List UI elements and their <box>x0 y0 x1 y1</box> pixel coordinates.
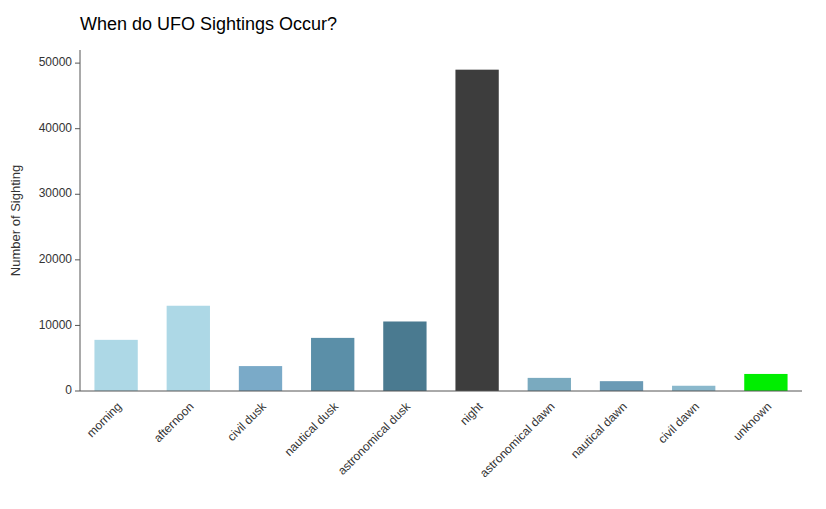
chart-title: When do UFO Sightings Occur? <box>80 14 337 34</box>
bar <box>239 366 282 391</box>
bar <box>94 340 137 391</box>
x-tick-label: morning <box>84 399 125 440</box>
bar <box>672 386 715 391</box>
x-tick-label: night <box>457 399 486 428</box>
chart-svg: 0 10000 20000 30000 40000 50000 morning afterno… <box>0 0 826 509</box>
x-tick-label: afternoon <box>151 399 197 445</box>
y-tick-label: 10000 <box>39 318 73 332</box>
axes: 0 10000 20000 30000 40000 50000 morning afterno… <box>39 50 802 480</box>
x-tick-label: unknown <box>730 399 774 443</box>
y-tick <box>75 259 80 260</box>
y-tick-label: 50000 <box>39 55 73 69</box>
y-tick <box>75 325 80 326</box>
y-tick-label: 20000 <box>39 252 73 266</box>
bar <box>455 70 498 391</box>
y-tick-label: 0 <box>65 383 72 397</box>
bar <box>311 338 354 391</box>
bar <box>383 321 426 391</box>
y-axis-label: Number of Sighting <box>8 165 23 276</box>
y-tick <box>75 128 80 129</box>
y-tick <box>75 194 80 195</box>
x-tick-label: nautical dusk <box>282 399 342 459</box>
x-tick-label: astronomical dusk <box>335 399 414 478</box>
x-tick-label: nautical dawn <box>568 399 630 461</box>
x-axis-line <box>80 391 802 392</box>
x-tick-label: astronomical dawn <box>477 399 558 480</box>
y-axis-line <box>80 50 81 391</box>
x-tick-label: civil dawn <box>655 399 702 446</box>
y-tick <box>75 391 80 392</box>
y-tick-label: 30000 <box>39 186 73 200</box>
bar <box>528 378 571 391</box>
chart-container: 0 10000 20000 30000 40000 50000 morning afterno… <box>0 0 826 509</box>
y-tick-label: 40000 <box>39 121 73 135</box>
bar <box>167 306 210 391</box>
bar <box>744 374 787 391</box>
x-tick-label: civil dusk <box>225 399 270 444</box>
bar <box>600 381 643 391</box>
bars <box>94 70 787 391</box>
y-tick <box>75 63 80 64</box>
